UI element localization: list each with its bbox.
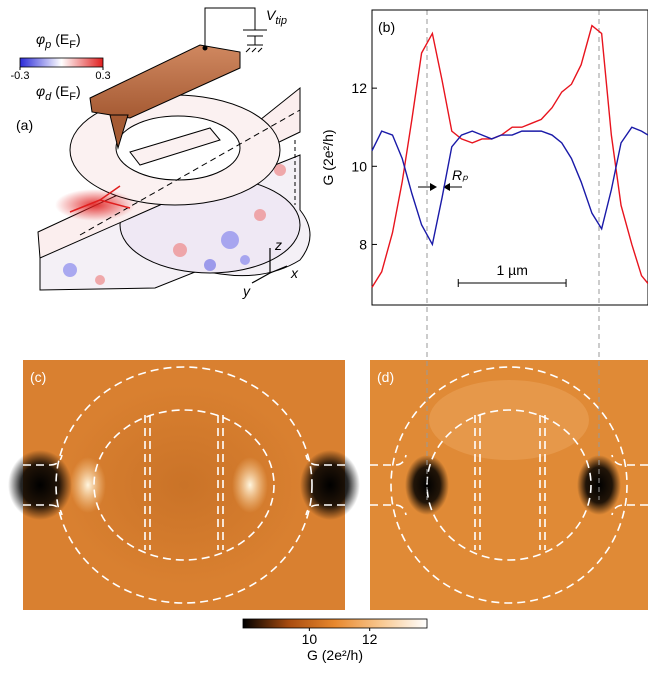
axis-x: x <box>290 265 299 281</box>
colorbar-tick-label: 12 <box>362 631 378 647</box>
unit-end: ) <box>76 31 81 47</box>
texture <box>64 385 304 585</box>
colorbar-bottom-label: φd (EF) <box>36 83 81 103</box>
colorbar <box>19 57 104 68</box>
colorbar-top-label: φp (EF) <box>36 31 81 51</box>
colorbar-tick-label: -0.3 <box>11 70 30 82</box>
sub: d <box>45 91 52 103</box>
axis-z: z <box>274 237 282 253</box>
coord-axes <box>251 248 288 284</box>
panel-label: (d) <box>377 369 394 385</box>
colorbar-label: G (2e²/h) <box>307 647 363 663</box>
unit-sub: F <box>69 91 76 103</box>
colorbar <box>242 618 428 629</box>
sym: φ <box>36 31 45 47</box>
ground <box>245 47 263 53</box>
outline <box>390 366 628 604</box>
outline <box>55 366 313 604</box>
tip-apex <box>109 114 129 150</box>
sym: φ <box>36 83 45 99</box>
y-tick-label: 8 <box>359 236 367 252</box>
data-line <box>371 24 648 288</box>
outline <box>370 415 648 550</box>
panel-d-image: (d) <box>370 360 648 610</box>
axis-y: y <box>242 283 251 299</box>
panel-label: (c) <box>30 369 46 385</box>
voltage-symbol: V <box>266 7 277 23</box>
scale-bar <box>457 279 567 287</box>
sub: p <box>44 39 51 51</box>
outline <box>23 415 345 550</box>
colorbar-tick-label: 10 <box>302 631 318 647</box>
y-axis-label: G (2e²/h) <box>320 129 336 185</box>
unit: (E <box>55 31 69 47</box>
device-schematic: (a) Vtip z y x <box>16 7 311 299</box>
circuit <box>204 7 267 48</box>
data-line <box>371 126 648 247</box>
unit: (E <box>55 83 69 99</box>
scale-bar-label: 1 µm <box>496 262 527 278</box>
dark-region <box>577 455 621 515</box>
dark-region <box>8 450 72 520</box>
unit-sub: F <box>69 39 76 51</box>
plot-frame <box>371 9 648 306</box>
outline <box>93 409 275 561</box>
dark-region <box>405 455 449 515</box>
panel-c-image: (c) <box>8 360 360 610</box>
panel-label: (a) <box>16 117 33 133</box>
texture <box>429 380 589 460</box>
center-gate <box>129 127 221 166</box>
panel-label: (b) <box>378 19 395 35</box>
bright-region <box>70 457 106 513</box>
unit-end: ) <box>76 83 81 99</box>
rp-arrowheads <box>430 183 450 191</box>
current-injection <box>55 189 135 221</box>
outline <box>426 409 592 561</box>
voltage-label: Vtip <box>266 7 287 27</box>
current-arrows <box>69 185 131 213</box>
bright-region <box>232 457 268 513</box>
voltage-sub: tip <box>275 15 287 27</box>
y-tick-label: 12 <box>351 80 367 96</box>
annotation: Rₚ <box>452 167 468 183</box>
colorbar-tick-label: 0.3 <box>95 70 110 82</box>
dark-region <box>300 450 360 520</box>
y-tick-label: 10 <box>351 158 367 174</box>
tip-cantilever <box>89 44 241 119</box>
axis-line <box>79 109 301 236</box>
